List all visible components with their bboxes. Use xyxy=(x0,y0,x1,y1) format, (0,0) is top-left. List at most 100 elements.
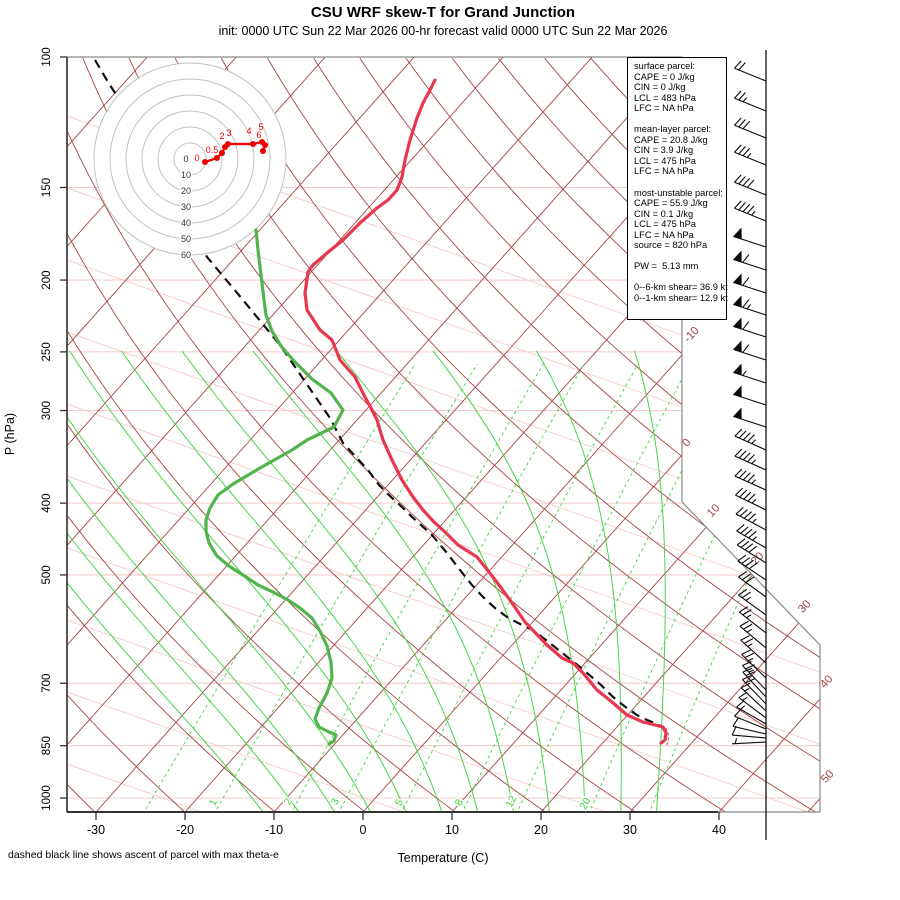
wind-barb xyxy=(736,524,767,549)
x-axis-tick-label: 30 xyxy=(623,823,637,837)
isotherm-line xyxy=(629,57,820,812)
moist-adiabat-line xyxy=(69,350,408,812)
wind-barb xyxy=(732,295,767,316)
wind-barb xyxy=(740,635,767,664)
mixing-ratio-line xyxy=(460,363,691,812)
mixing-ratio-line xyxy=(213,363,478,812)
y-axis-tick-label: 700 xyxy=(41,674,53,693)
hodograph-ring xyxy=(157,126,223,192)
wind-barb xyxy=(732,385,767,406)
isotherm-label: -10 xyxy=(682,325,702,345)
hodograph-point xyxy=(262,142,268,148)
hodograph-point xyxy=(219,150,225,156)
dry-adiabat-line xyxy=(498,57,820,812)
hodograph-ring-label: 40 xyxy=(181,218,191,228)
x-axis-title: Temperature (C) xyxy=(397,851,489,865)
hodograph-ring xyxy=(125,94,255,224)
isotherm-line xyxy=(540,57,820,812)
hodograph-ring-label: 20 xyxy=(181,186,191,196)
wind-barb xyxy=(732,340,767,361)
hodograph-ring xyxy=(141,110,239,208)
moist-adiabat-line xyxy=(252,350,515,812)
moist-adiabat-line xyxy=(67,350,266,812)
isotherm-line xyxy=(67,57,684,812)
moist-adiabat-line xyxy=(536,350,622,812)
hodograph-ring-label: 50 xyxy=(181,234,191,244)
wind-barb xyxy=(741,674,767,705)
isotherm-line xyxy=(67,57,595,812)
pale-line xyxy=(67,393,820,695)
hodograph-point xyxy=(250,141,256,147)
wind-barb xyxy=(732,363,767,384)
hodograph-point-label: 0.5 xyxy=(206,145,219,155)
x-axis-tick-label: -10 xyxy=(265,823,283,837)
wind-barb xyxy=(734,144,767,166)
moist-adiabat-line xyxy=(633,350,666,812)
pale-line xyxy=(67,537,820,812)
footnote: dashed black line shows ascent of parcel… xyxy=(8,849,279,861)
mixing-ratio-label: 12 xyxy=(503,793,519,809)
hodograph-ring-label: 60 xyxy=(181,250,191,260)
hodograph-point-label: 4 xyxy=(246,126,251,136)
isotherm-label: 10 xyxy=(705,502,723,520)
dry-adiabat-line xyxy=(451,57,820,812)
moist-adiabat-line xyxy=(67,350,373,812)
moist-adiabat-line xyxy=(432,350,586,812)
wind-barb xyxy=(735,487,767,511)
temperature-curve xyxy=(303,78,668,745)
isotherm-label: 30 xyxy=(796,598,814,616)
y-axis-tick-label: 200 xyxy=(41,270,53,289)
wind-barb xyxy=(732,250,767,271)
y-axis-tick-label: 850 xyxy=(41,736,53,755)
isotherm-line xyxy=(273,57,820,812)
wind-barb xyxy=(734,708,767,730)
wind-barb xyxy=(738,570,767,598)
wind-barb xyxy=(732,738,767,745)
hodograph-point xyxy=(202,159,208,165)
mixing-ratio-line xyxy=(142,363,416,812)
pale-line xyxy=(67,609,820,812)
hodograph-outer-ring xyxy=(93,62,287,256)
dry-adiabat-line xyxy=(67,58,369,812)
wind-barb xyxy=(734,468,767,491)
x-axis-tick-label: 0 xyxy=(360,823,367,837)
parcel-stats-box: surface parcel: CAPE = 0 J/kg CIN = 0 J/… xyxy=(627,57,728,320)
mixing-ratio-line xyxy=(400,363,639,812)
x-axis-tick-label: 10 xyxy=(445,823,459,837)
dry-adiabat-line xyxy=(67,57,730,812)
y-axis-tick-label: 150 xyxy=(41,178,53,197)
hodograph-point-label: 5 xyxy=(258,122,263,132)
mixing-ratio-line xyxy=(647,363,820,812)
wind-barb xyxy=(736,700,767,725)
y-axis-title: P (hPa) xyxy=(3,413,17,455)
wind-barb xyxy=(739,620,767,649)
dewpoint-curve xyxy=(204,228,345,746)
wind-barb xyxy=(734,60,767,82)
hodograph-point-label: 3 xyxy=(226,128,231,138)
hodograph-ring-label: 0 xyxy=(183,154,188,164)
wind-barb xyxy=(734,200,767,222)
page-title: CSU WRF skew-T for Grand Junction xyxy=(310,4,576,21)
mixing-ratio-label: 5 xyxy=(393,797,406,808)
dry-adiabat-line xyxy=(267,57,820,812)
moist-adiabat-line xyxy=(67,350,337,812)
pale-line xyxy=(67,465,820,767)
mixing-ratio-line xyxy=(290,363,544,812)
mixing-ratio-label: 1 xyxy=(207,797,220,808)
surface-tail-dashed xyxy=(665,727,670,746)
isotherm-line xyxy=(67,57,506,812)
isotherm-label: 20 xyxy=(749,550,767,568)
hodograph-ring xyxy=(173,142,207,176)
hodograph-point-label: 0 xyxy=(194,153,199,163)
moist-adiabat-line xyxy=(67,350,301,812)
y-axis-tick-label: 1000 xyxy=(41,785,53,811)
dry-adiabat-line xyxy=(220,57,820,812)
wind-barb xyxy=(737,554,767,581)
wind-barb-column xyxy=(731,50,767,840)
wind-barb xyxy=(734,90,767,112)
wind-barb xyxy=(734,448,767,471)
wind-barb xyxy=(734,174,767,196)
